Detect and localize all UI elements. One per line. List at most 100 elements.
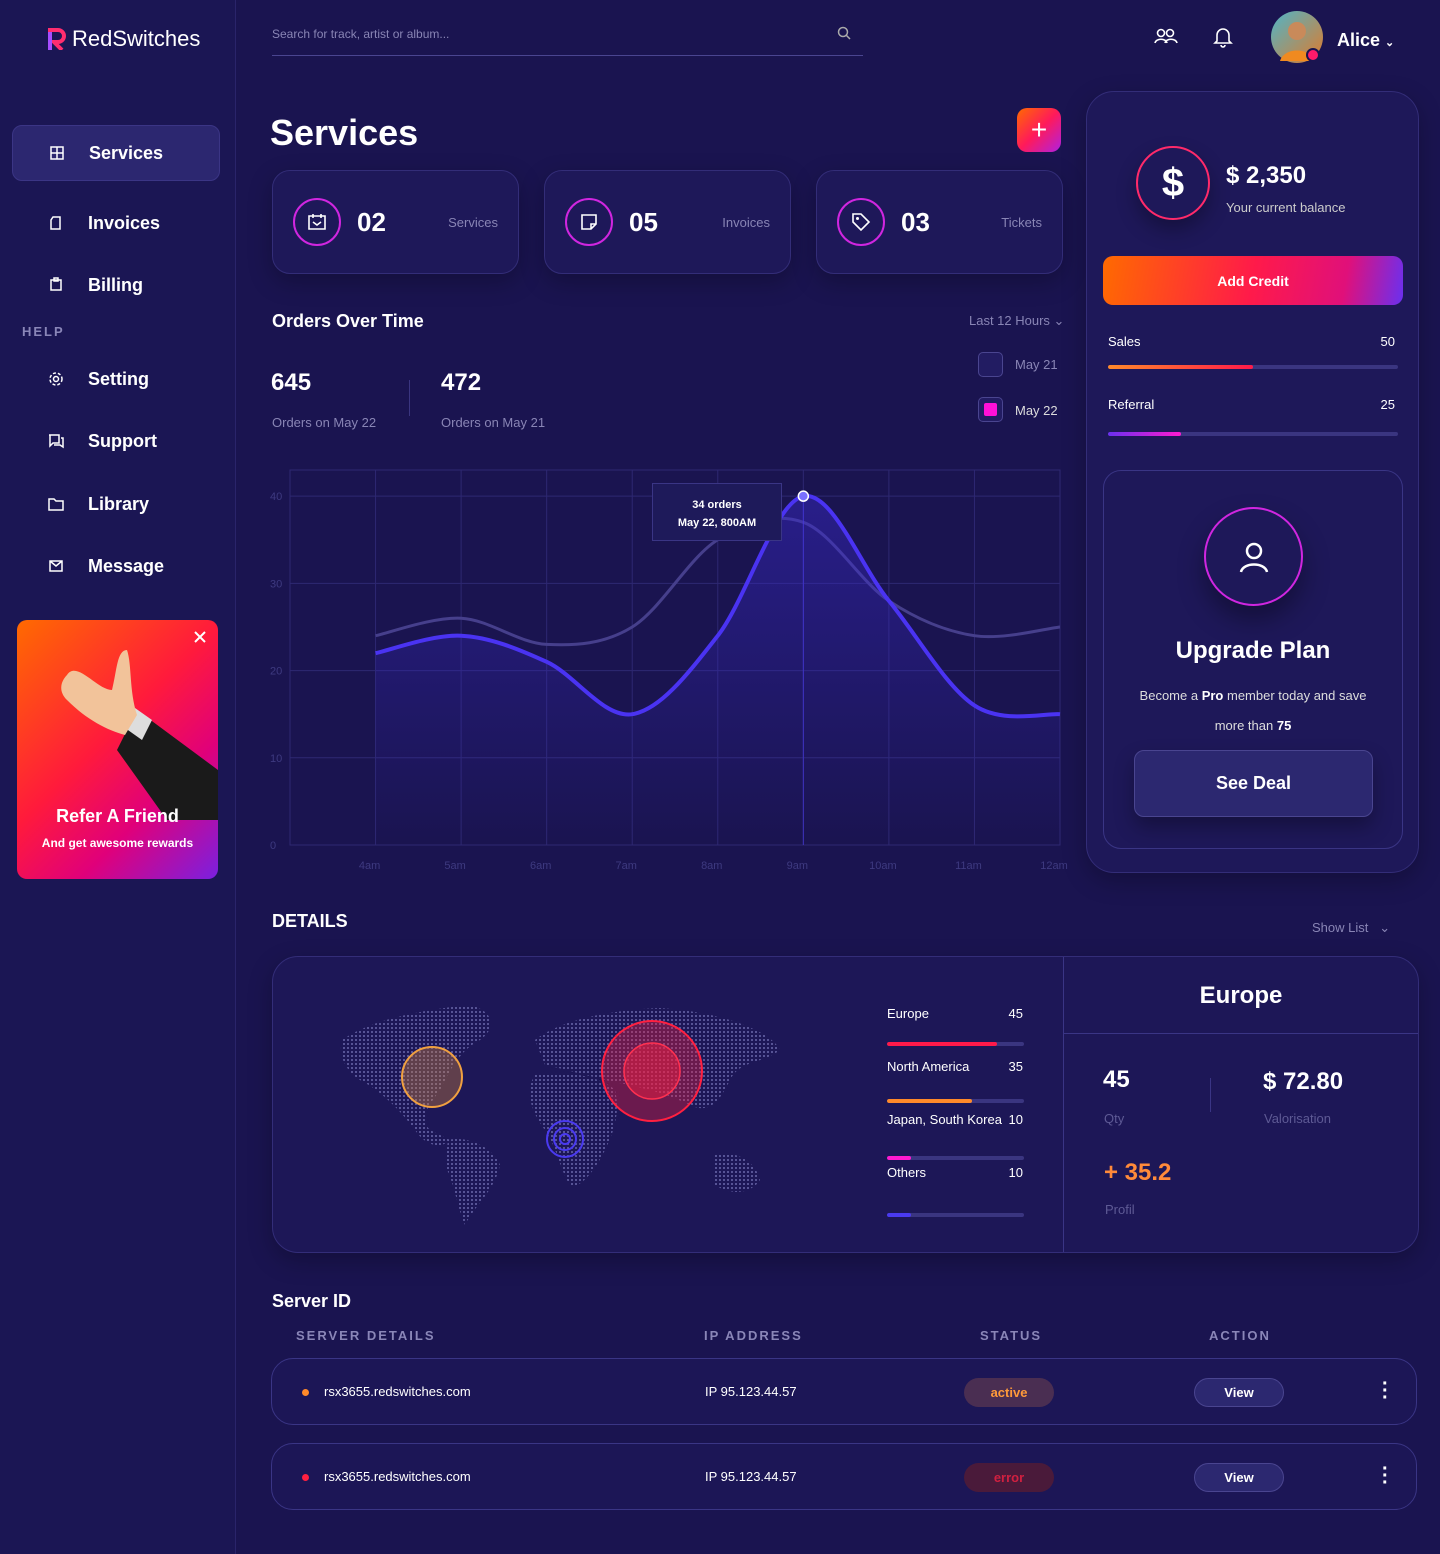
stat-icon — [293, 198, 341, 246]
status-dot — [302, 1474, 309, 1481]
metric-bar — [1108, 365, 1253, 369]
stat-icon — [565, 198, 613, 246]
search-placeholder: Search for track, artist or album... — [272, 27, 450, 41]
total-value: 645 — [271, 369, 312, 396]
section-title: Orders Over Time — [272, 311, 424, 331]
status: active — [964, 1378, 1054, 1407]
region-bar — [887, 1042, 997, 1046]
stat-card[interactable]: 05 Invoices — [544, 170, 791, 274]
more-button[interactable]: · · · — [1382, 1373, 1389, 1409]
region-bar — [887, 1156, 912, 1160]
user-name[interactable]: Alice ⌄ — [1337, 30, 1395, 50]
icon — [1239, 542, 1268, 573]
region-track — [887, 1213, 1024, 1217]
stat-icon — [837, 198, 885, 246]
view-button[interactable]: View — [1194, 1378, 1284, 1407]
divider — [1063, 957, 1064, 1252]
section-title: DETAILS — [272, 911, 348, 931]
icon — [49, 372, 63, 386]
add-button[interactable]: + — [1017, 108, 1061, 152]
column-header: IP ADDRESS — [704, 1328, 803, 1343]
search-icon — [837, 26, 851, 40]
promo-illustration — [61, 631, 218, 820]
view-select[interactable]: Show List ⌄ — [1312, 920, 1391, 935]
region-value: 45 — [1008, 1006, 1023, 1021]
stat-card[interactable]: 03 Tickets — [816, 170, 1063, 274]
region-name: Others — [887, 1165, 927, 1180]
stat-card[interactable]: 02 Services — [272, 170, 519, 274]
more-button[interactable]: · · · — [1382, 1458, 1389, 1494]
icon — [852, 213, 871, 232]
promo-subtitle: And get awesome rewards — [41, 836, 194, 850]
nav-item[interactable]: Invoices — [12, 195, 220, 251]
divider — [1210, 1078, 1211, 1112]
tooltip: 34 orders May 22, 800AM — [652, 483, 782, 541]
metric-track — [1108, 365, 1398, 369]
range-select[interactable]: Last 12 Hours ⌄ — [969, 313, 1065, 328]
x-tick-label: 9am — [787, 860, 808, 872]
column-header: ACTION — [1209, 1328, 1271, 1343]
series-line — [375, 494, 1061, 719]
add-credit-button[interactable]: Add Credit — [1103, 256, 1403, 305]
stat-label: Invoices — [722, 214, 770, 230]
line-chart: 0 10 20 30 40 4am 5am 6am 7am 8am 9am 10am 11am 12am — [270, 469, 1068, 872]
metric-track — [1108, 432, 1398, 436]
host: rsx3655.redswitches.com — [324, 1469, 471, 1484]
nav-label: Message — [88, 555, 165, 576]
nav-label: Billing — [88, 274, 143, 295]
qty-value: 45 — [1103, 1066, 1130, 1093]
metric-name: Referral — [1108, 397, 1155, 412]
text: Become a — [1139, 688, 1202, 703]
nav-item[interactable]: Services — [12, 125, 220, 181]
nav-item[interactable]: Library — [12, 476, 220, 532]
world-map — [340, 1005, 780, 1225]
see-deal-button[interactable]: See Deal — [1134, 750, 1373, 817]
nav-label: Library — [88, 493, 150, 514]
metric-value: 50 — [1380, 334, 1395, 349]
tooltip-line: 34 orders — [692, 499, 742, 511]
text: member today and save — [1223, 688, 1367, 703]
logo — [48, 28, 66, 50]
nav-item[interactable]: Message — [12, 538, 220, 594]
nav-item[interactable]: Billing — [12, 257, 220, 313]
region-value: 10 — [1008, 1112, 1023, 1127]
x-tick-label: 5am — [444, 860, 465, 872]
view-button[interactable]: View — [1194, 1463, 1284, 1492]
status: error — [964, 1463, 1054, 1492]
text: 75 — [1276, 718, 1292, 733]
icon — [308, 214, 326, 230]
nav-item[interactable]: Support — [12, 413, 220, 469]
valuation-label: Valorisation — [1264, 1111, 1331, 1126]
promo-card[interactable]: Refer A Friend And get awesome rewards — [17, 620, 218, 879]
host: rsx3655.redswitches.com — [324, 1384, 471, 1399]
legend-checkbox[interactable] — [978, 397, 1003, 422]
text: Pro — [1201, 688, 1224, 703]
icon — [49, 560, 63, 572]
region-name: Japan, South Korea — [887, 1112, 1002, 1127]
nav-label: Support — [88, 430, 157, 451]
y-tick-label: 10 — [270, 753, 282, 765]
region-title: Europe — [1199, 982, 1283, 1009]
balance-icon: $ — [1136, 146, 1210, 220]
metric-name: Sales — [1108, 334, 1141, 349]
brand[interactable]: RedSwitches — [46, 26, 200, 52]
x-tick-label: 12am — [1040, 860, 1068, 872]
search[interactable]: Search for track, artist or album... — [272, 26, 863, 56]
bell-icon[interactable] — [1213, 26, 1233, 48]
region-value: 10 — [1008, 1165, 1023, 1180]
icon — [50, 277, 62, 291]
y-tick-label: 0 — [270, 840, 276, 852]
people-icon[interactable] — [1153, 26, 1179, 46]
valuation-value: $ 72.80 — [1263, 1068, 1344, 1095]
ip: IP 95.123.44.57 — [705, 1469, 797, 1484]
qty-label: Qty — [1104, 1111, 1125, 1126]
upgrade-icon — [1204, 507, 1303, 606]
range-label: Last 12 Hours — [969, 313, 1050, 328]
page-title: Services — [270, 112, 419, 153]
wallet-panel — [1086, 91, 1419, 873]
avatar[interactable] — [1270, 11, 1326, 65]
nav-item[interactable]: Setting — [12, 351, 220, 407]
legend-checkbox[interactable] — [978, 352, 1003, 377]
text: more than — [1214, 718, 1277, 733]
